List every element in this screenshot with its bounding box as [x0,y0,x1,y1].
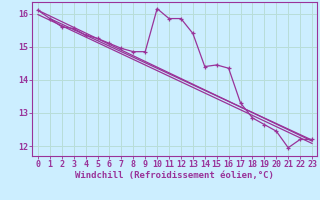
X-axis label: Windchill (Refroidissement éolien,°C): Windchill (Refroidissement éolien,°C) [75,171,274,180]
